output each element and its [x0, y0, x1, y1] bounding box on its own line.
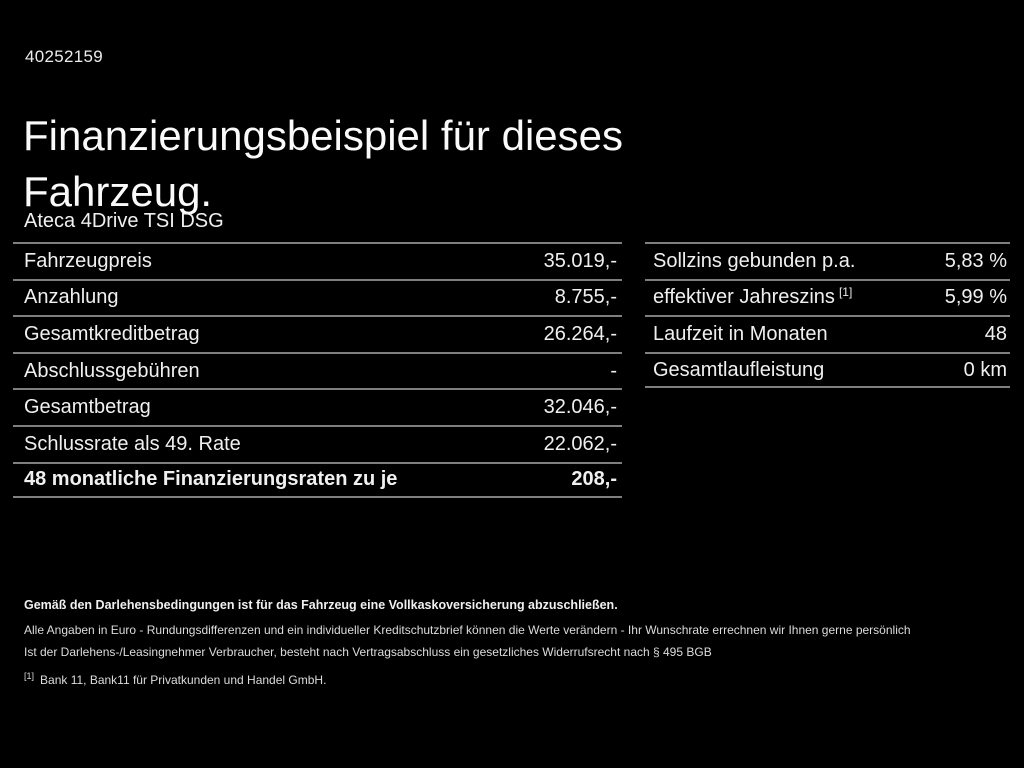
row-label: 48 monatliche Finanzierungsraten zu je	[24, 468, 398, 491]
row-label: Gesamtbetrag	[24, 396, 151, 419]
row-label: Fahrzeugpreis	[24, 249, 152, 272]
vehicle-model: Ateca 4Drive TSI DSG	[24, 210, 224, 232]
row-value: 32.046,-	[543, 396, 617, 419]
row-value: 48	[984, 322, 1007, 345]
table-row: Sollzins gebunden p.a. 5,83 %	[645, 242, 1010, 279]
table-row: Schlussrate als 49. Rate 22.062,-	[13, 424, 622, 462]
table-row: Gesamtlaufleistung 0 km	[645, 351, 1010, 389]
vehicle-id: 40252159	[25, 47, 104, 66]
footnote-bank: [1] Bank 11, Bank11 für Privatkunden und …	[24, 671, 327, 687]
table-row: Gesamtkreditbetrag 26.264,-	[13, 315, 622, 352]
row-value: 26.264,-	[543, 322, 617, 345]
row-label: Schlussrate als 49. Rate	[24, 432, 241, 455]
table-row: Abschlussgebühren -	[13, 351, 622, 389]
footnote-marker: [1]	[24, 671, 35, 681]
terms-table: Sollzins gebunden p.a. 5,83 % effektiver…	[645, 242, 1010, 389]
table-row: Fahrzeugpreis 35.019,-	[13, 242, 622, 279]
row-value: 208,-	[571, 468, 617, 491]
row-value: 0 km	[963, 358, 1007, 381]
disclaimer-line-1: Alle Angaben in Euro - Rundungsdifferenz…	[24, 623, 911, 637]
row-label: Gesamtlaufleistung	[653, 358, 825, 381]
row-label: Sollzins gebunden p.a.	[653, 249, 856, 272]
row-value: 5,83 %	[944, 249, 1007, 272]
table-row: Laufzeit in Monaten 48	[645, 315, 1010, 352]
finance-table: Fahrzeugpreis 35.019,- Anzahlung 8.755,-…	[13, 242, 622, 499]
row-label: Gesamtkreditbetrag	[24, 322, 200, 345]
table-row: effektiver Jahreszins [1] 5,99 %	[645, 278, 1010, 316]
insurance-note: Gemäß den Darlehensbedingungen ist für d…	[24, 598, 618, 612]
row-value: 35.019,-	[543, 249, 617, 272]
row-value: 22.062,-	[543, 432, 617, 455]
table-row-monthly-rate: 48 monatliche Finanzierungsraten zu je 2…	[13, 461, 622, 499]
row-value: 8.755,-	[554, 286, 617, 309]
row-value: -	[610, 359, 617, 382]
footnote-ref: [1]	[838, 284, 853, 299]
table-row: Gesamtbetrag 32.046,-	[13, 388, 622, 425]
disclaimer-line-2: Ist der Darlehens-/Leasingnehmer Verbrau…	[24, 645, 712, 659]
table-row: Anzahlung 8.755,-	[13, 278, 622, 316]
legal-footer: Gemäß den Darlehensbedingungen ist für d…	[24, 598, 1004, 699]
page-title: Finanzierungsbeispiel für dieses Fahrzeu…	[23, 112, 623, 216]
row-value: 5,99 %	[944, 286, 1007, 309]
row-label: Laufzeit in Monaten	[653, 322, 828, 345]
row-label: effektiver Jahreszins [1]	[653, 284, 853, 309]
row-label: Anzahlung	[24, 286, 119, 309]
row-label: Abschlussgebühren	[24, 359, 200, 382]
